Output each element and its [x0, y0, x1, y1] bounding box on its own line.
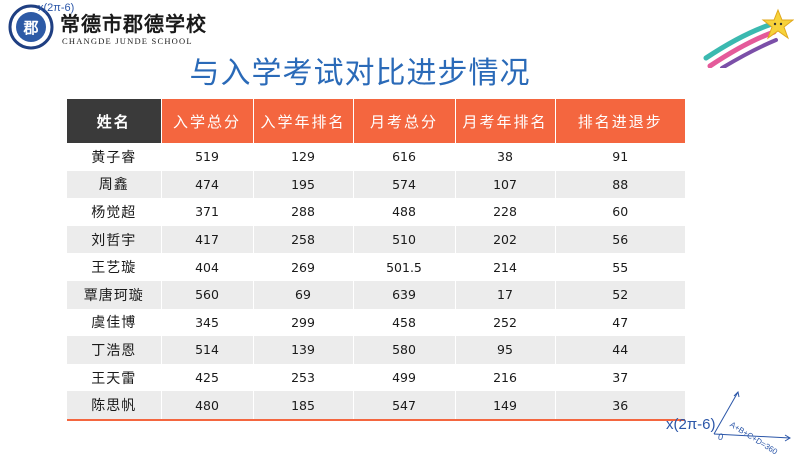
- table-row: 杨觉超 371 288 488 228 60: [67, 198, 685, 226]
- score-cell: 458: [352, 308, 455, 337]
- score-cell: 139: [252, 336, 353, 364]
- table-row: 陈思帆 480 185 547 149 36: [67, 391, 685, 421]
- school-name-en: CHANGDE JUNDE SCHOOL: [62, 36, 193, 46]
- school-logo: 郡 x(2π-6) 常德市郡德学校 CHANGDE JUNDE SCHOOL: [8, 2, 206, 52]
- header-monthly-rank: 月考年排名: [454, 99, 555, 143]
- score-cell: 288: [252, 198, 353, 226]
- score-cell: 228: [454, 198, 555, 226]
- table-row: 王天雷 425 253 499 216 37: [67, 363, 685, 392]
- score-cell: 417: [160, 225, 253, 254]
- score-cell: 95: [454, 336, 555, 364]
- table-row: 虞佳博 345 299 458 252 47: [67, 308, 685, 337]
- page-title: 与入学考试对比进步情况: [189, 56, 531, 91]
- student-name-cell: 刘哲宇: [67, 225, 161, 254]
- student-name-cell: 王天雷: [91, 370, 137, 387]
- header-name: 姓名: [67, 99, 161, 143]
- score-cell: 214: [454, 253, 555, 281]
- score-cell: 501.5: [352, 253, 455, 281]
- score-cell: 195: [252, 170, 353, 199]
- score-cell: 91: [554, 143, 685, 171]
- student-name-cell: 杨觉超: [91, 204, 137, 221]
- score-cell: 56: [554, 225, 685, 254]
- score-cell: 252: [454, 308, 555, 337]
- score-cell: 574: [352, 170, 455, 199]
- score-cell: 269: [252, 253, 353, 281]
- score-cell: 36: [554, 391, 685, 421]
- student-name-cell: 王艺璇: [91, 260, 137, 277]
- score-cell: 38: [454, 143, 555, 171]
- score-cell: 519: [160, 143, 253, 171]
- score-cell: 474: [160, 170, 253, 199]
- score-cell: 149: [454, 391, 555, 421]
- header-rank-change: 排名进退步: [554, 99, 685, 143]
- score-cell: 499: [352, 363, 455, 392]
- student-name-cell: 丁浩恩: [67, 336, 161, 364]
- table-row: 丁浩恩 514 139 580 95 44: [67, 336, 685, 364]
- score-cell: 60: [554, 198, 685, 226]
- student-name-cell: 覃唐珂璇: [67, 280, 161, 309]
- score-cell: 44: [554, 336, 685, 364]
- table-row: 刘哲宇 417 258 510 202 56: [67, 225, 685, 254]
- corner-formula: x(2π-6): [666, 416, 716, 433]
- student-name-cell: 陈思帆: [67, 391, 161, 421]
- score-cell: 69: [252, 280, 353, 309]
- score-cell: 37: [554, 363, 685, 392]
- score-cell: 299: [252, 308, 353, 337]
- geometry-angle-icon: [713, 390, 791, 442]
- score-cell: 514: [160, 336, 253, 364]
- table-header-row: 姓名 入学总分 入学年排名 月考总分 月考年排名 排名进退步: [67, 99, 685, 143]
- school-emblem-icon: 郡: [8, 4, 54, 50]
- score-cell: 47: [554, 308, 685, 337]
- score-cell: 488: [352, 198, 455, 226]
- score-cell: 580: [352, 336, 455, 364]
- score-cell: 404: [160, 253, 253, 281]
- score-cell: 560: [160, 280, 253, 309]
- score-cell: 616: [352, 143, 455, 171]
- score-table: 姓名 入学总分 入学年排名 月考总分 月考年排名 排名进退步 黄子睿 519 129…: [67, 99, 685, 421]
- student-name-cell: 周鑫: [67, 170, 161, 199]
- table-row: 周鑫 474 195 574 107 88: [67, 170, 685, 199]
- score-cell: 547: [352, 391, 455, 421]
- corner-origin: 0: [718, 432, 724, 442]
- score-cell: 17: [454, 280, 555, 309]
- score-cell: 480: [160, 391, 253, 421]
- student-name-cell: 黄子睿: [91, 149, 137, 166]
- table-row: 黄子睿 519 129 616 38 91: [67, 143, 685, 171]
- header-entry-total: 入学总分: [160, 99, 253, 143]
- score-cell: 185: [252, 391, 353, 421]
- score-cell: 88: [554, 170, 685, 199]
- score-cell: 253: [252, 363, 353, 392]
- student-name-cell: 虞佳博: [91, 315, 137, 332]
- score-cell: 510: [352, 225, 455, 254]
- score-cell: 216: [454, 363, 555, 392]
- score-cell: 55: [554, 253, 685, 281]
- score-cell: 425: [160, 363, 253, 392]
- table-row: 覃唐珂璇 560 69 639 17 52: [67, 280, 685, 309]
- emblem-mark: 郡: [22, 19, 38, 37]
- score-cell: 345: [160, 308, 253, 337]
- score-cell: 107: [454, 170, 555, 199]
- score-cell: 202: [454, 225, 555, 254]
- school-name-cn: 常德市郡德学校: [60, 12, 207, 36]
- score-cell: 639: [352, 280, 455, 309]
- score-cell: 371: [160, 198, 253, 226]
- shooting-star-icon: [703, 8, 794, 68]
- header-entry-rank: 入学年排名: [252, 99, 353, 143]
- score-cell: 52: [554, 280, 685, 309]
- logo-formula: x(2π-6): [38, 2, 75, 14]
- table-row: 王艺璇 404 269 501.5 214 55: [67, 253, 685, 281]
- score-cell: 129: [252, 143, 353, 171]
- score-cell: 258: [252, 225, 353, 254]
- header-monthly-total: 月考总分: [352, 99, 455, 143]
